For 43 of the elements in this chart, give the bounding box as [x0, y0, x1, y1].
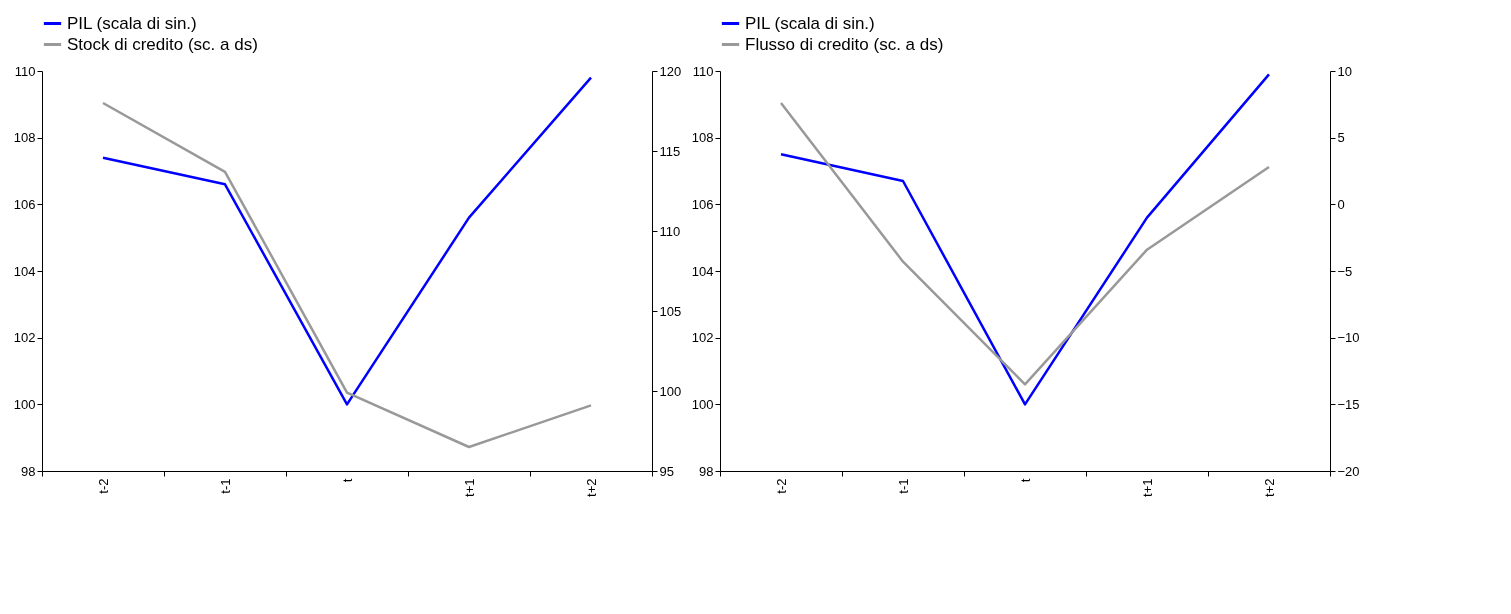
y-tick-label: 106	[13, 196, 36, 212]
y2-tick-label: 0	[1337, 196, 1345, 212]
y2-tick-label: 10	[1337, 63, 1352, 79]
y-tick-label: 102	[691, 330, 714, 346]
line-series	[101, 101, 593, 449]
y2-tick-label: 105	[659, 303, 682, 319]
y-tick-label: 98	[21, 463, 36, 479]
legend-label: Flusso di credito (sc. a ds)	[745, 34, 944, 54]
x-tick-label: t	[339, 478, 355, 483]
y-tick-label: 110	[14, 63, 36, 79]
y-tick-label: 108	[691, 130, 714, 146]
x-tick-label: t-2	[95, 478, 111, 494]
x-tick-label: t+1	[1139, 478, 1155, 497]
x-tick-label: t+2	[583, 478, 599, 497]
y-tick-label: 100	[691, 396, 714, 412]
y-tick-label: 104	[13, 263, 36, 279]
y-tick-label: 100	[13, 396, 36, 412]
y-tick-label: 98	[699, 463, 714, 479]
y2-tick-label: 115	[659, 143, 681, 159]
y2-tick-label: 95	[659, 463, 674, 479]
y2-tick-label: 110	[659, 223, 681, 239]
y2-tick-label: 120	[659, 63, 682, 79]
y2-tick-label: −10	[1337, 330, 1360, 346]
y-tick-label: 102	[13, 330, 36, 346]
x-tick-label: t-1	[217, 478, 233, 494]
x-tick-label: t+2	[1261, 478, 1277, 497]
y-tick-label: 110	[692, 63, 714, 79]
legend-label: PIL (scala di sin.)	[67, 13, 197, 33]
x-tick-label: t-1	[895, 478, 911, 494]
y-tick-label: 106	[691, 196, 714, 212]
y2-tick-label: 100	[659, 383, 682, 399]
y2-tick-label: −5	[1337, 263, 1353, 279]
x-tick-label: t+1	[461, 478, 477, 497]
y-tick-label: 104	[691, 263, 714, 279]
y2-tick-label: −15	[1337, 396, 1360, 412]
y2-tick-label: 5	[1337, 130, 1345, 146]
legend-label: Stock di credito (sc. a ds)	[67, 34, 258, 54]
x-tick-label: t	[1017, 478, 1033, 483]
line-series	[101, 76, 593, 406]
x-tick-label: t-2	[773, 478, 789, 494]
y2-tick-label: −20	[1337, 463, 1360, 479]
legend-label: PIL (scala di sin.)	[745, 13, 875, 33]
y-tick-label: 108	[13, 130, 36, 146]
